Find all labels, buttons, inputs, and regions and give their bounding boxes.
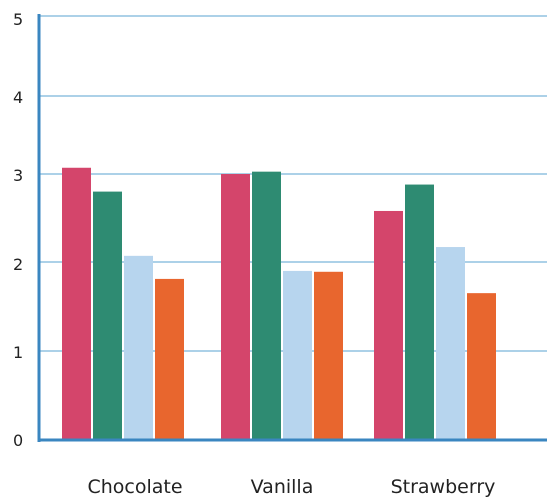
y-tick-label: 0 [13, 431, 23, 450]
bar-strawberry-1 [374, 210, 403, 440]
bar-chocolate-4 [155, 278, 184, 440]
x-category-label: Vanilla [251, 476, 314, 497]
y-axis-tick-labels: 0 1 2 3 4 5 [13, 10, 23, 450]
bar-vanilla-1 [221, 174, 250, 440]
bar-chocolate-3 [124, 255, 153, 440]
bar-strawberry-4 [467, 293, 496, 440]
x-category-label: Strawberry [391, 476, 496, 497]
bar-vanilla-2 [252, 171, 281, 440]
bar-strawberry-3 [436, 247, 465, 440]
y-tick-label: 5 [13, 10, 23, 29]
y-tick-label: 4 [13, 88, 23, 107]
bars [62, 167, 496, 440]
bar-vanilla-4 [314, 271, 343, 440]
x-category-label: Chocolate [87, 476, 182, 497]
x-axis-category-labels: Chocolate Vanilla Strawberry [87, 476, 495, 497]
axes [37, 14, 547, 442]
y-tick-label: 1 [13, 343, 23, 362]
bar-chocolate-2 [93, 191, 122, 440]
bar-strawberry-2 [405, 184, 434, 440]
y-tick-label: 3 [13, 166, 23, 185]
y-tick-label: 2 [13, 255, 23, 274]
bar-chocolate-1 [62, 167, 91, 440]
bar-vanilla-3 [283, 270, 312, 440]
